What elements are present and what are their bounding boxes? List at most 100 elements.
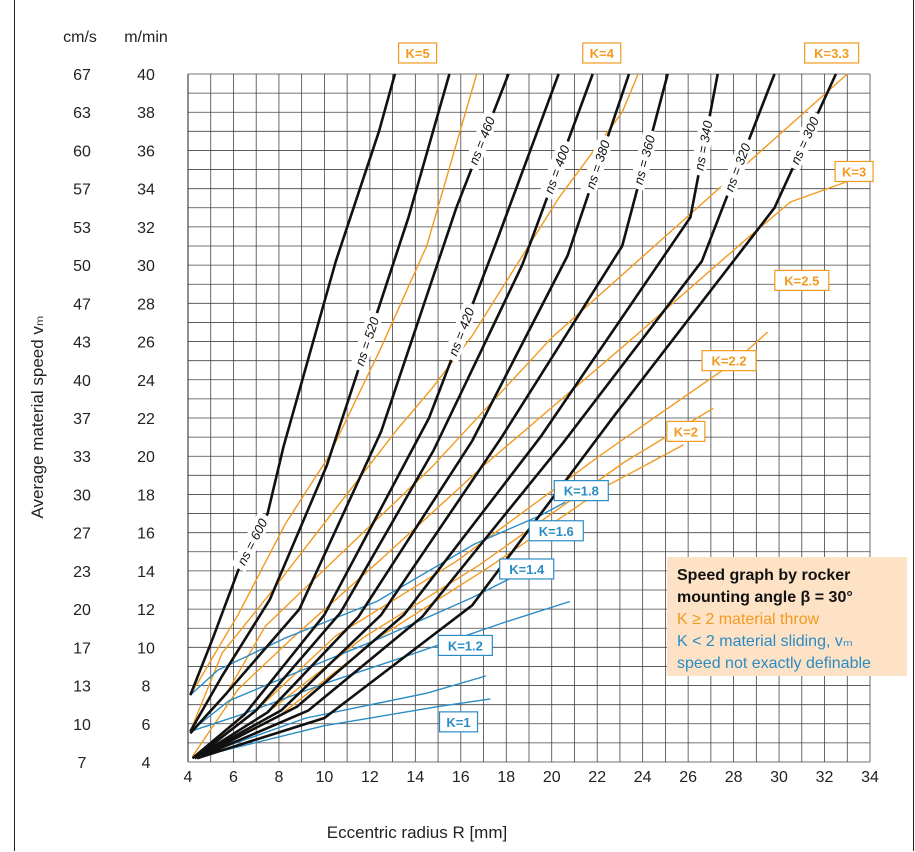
series-line-ns-420 xyxy=(191,73,560,760)
y-axis-label: Average material speed vₘ xyxy=(28,315,47,518)
y-tick-label-mmin: 28 xyxy=(137,296,155,313)
ns-label-bg xyxy=(784,109,825,172)
series-line-ns-340 xyxy=(196,73,719,760)
ns-label-bg xyxy=(689,114,717,177)
y-tick-label-cms: 23 xyxy=(73,564,91,581)
k-label-k-3-3: K=3.3 xyxy=(814,46,849,61)
x-tick-label: 32 xyxy=(816,769,834,786)
k-label-k-2: K=2 xyxy=(674,424,698,439)
series-line-ns-400 xyxy=(194,73,594,760)
y-tick-label-mmin: 38 xyxy=(137,105,155,122)
y-tick-label-cms: 43 xyxy=(73,335,91,352)
k-label-box-k-1-4 xyxy=(499,558,555,580)
k-label-k-2-2: K=2.2 xyxy=(712,354,747,369)
k-label-box-k-1 xyxy=(438,711,479,733)
x-tick-label: 34 xyxy=(861,769,879,786)
x-tick-label: 14 xyxy=(406,769,424,786)
ns-label-ns-600: ns = 600 xyxy=(234,516,271,568)
series-line-ns-600 xyxy=(189,73,397,696)
ns-label-bg xyxy=(538,138,575,201)
k-label-box-k-3 xyxy=(834,160,874,183)
y-tick-label-mmin: 8 xyxy=(142,679,151,696)
y-tick-label-mmin: 30 xyxy=(137,258,155,275)
y-tick-label-cms: 60 xyxy=(73,143,91,160)
series-line-k-1-2 xyxy=(192,675,486,759)
k-label-k-3: K=3 xyxy=(842,164,866,179)
series-line-k-3-3 xyxy=(189,73,848,734)
ns-label-bg xyxy=(442,300,480,363)
k-label-box-k-2-5 xyxy=(774,269,830,291)
ns-label-ns-340: ns = 340 xyxy=(691,119,715,172)
y-tick-label-cms: 17 xyxy=(73,640,91,657)
y-tick-label-mmin: 36 xyxy=(137,143,155,160)
k-label-box-k-5 xyxy=(398,42,438,64)
y-tick-label-mmin: 10 xyxy=(137,640,155,657)
y-tick-label-mmin: 24 xyxy=(137,373,155,390)
series-line-k-3 xyxy=(191,172,871,757)
y-tick-label-cms: 13 xyxy=(73,679,91,696)
k-label-k-1-6: K=1.6 xyxy=(539,524,574,539)
y-tick-label-cms: 27 xyxy=(73,526,91,543)
ns-label-bg xyxy=(231,511,273,573)
series-line-k-1-4 xyxy=(190,600,571,733)
x-tick-label: 6 xyxy=(229,769,238,786)
k-label-k-1-2: K=1.2 xyxy=(448,638,483,653)
y-tick-label-cms: 57 xyxy=(73,182,91,199)
y-tick-label-mmin: 26 xyxy=(137,335,155,352)
k-label-box-k-2-2 xyxy=(701,350,757,372)
ns-curves xyxy=(189,73,838,760)
y-tick-label-cms: 40 xyxy=(73,373,91,390)
y-tick-label-cms: 7 xyxy=(78,755,87,772)
y-tick-label-cms: 47 xyxy=(73,296,91,313)
k-label-k-1: K=1 xyxy=(446,715,470,730)
series-line-ns-380 xyxy=(194,73,631,760)
series-line-ns-360 xyxy=(194,73,669,760)
x-tick-label: 20 xyxy=(543,769,561,786)
info-title-line1: Speed graph by rocker xyxy=(677,567,851,584)
k-label-box-k-1-2 xyxy=(437,634,493,657)
y-unit-mmin: m/min xyxy=(124,29,168,46)
y-tick-label-mmin: 12 xyxy=(137,602,155,619)
x-tick-label: 22 xyxy=(588,769,606,786)
y-tick-label-cms: 37 xyxy=(73,411,91,428)
x-tick-label: 10 xyxy=(316,769,334,786)
y-tick-label-cms: 10 xyxy=(73,717,91,734)
k-label-k-1-8: K=1.8 xyxy=(564,484,599,499)
y-tick-label-cms: 20 xyxy=(73,602,91,619)
x-tick-label: 8 xyxy=(274,769,283,786)
k-label-k-4: K=4 xyxy=(590,46,615,61)
x-tick-label: 12 xyxy=(361,769,379,786)
ns-label-bg xyxy=(628,128,660,191)
x-tick-label: 18 xyxy=(497,769,515,786)
x-tick-label: 24 xyxy=(634,769,652,786)
figure-frame xyxy=(14,0,914,851)
ns-label-bg xyxy=(580,133,615,196)
series-line-k-1 xyxy=(192,698,491,759)
y-tick-label-mmin: 18 xyxy=(137,487,155,504)
y-tick-label-cms: 50 xyxy=(73,258,91,275)
x-tick-label: 26 xyxy=(679,769,697,786)
y-tick-label-mmin: 6 xyxy=(142,717,151,734)
info-title-line2: mounting angle β = 30° xyxy=(677,589,853,606)
ns-label-ns-380: ns = 380 xyxy=(583,138,614,191)
y-tick-label-mmin: 34 xyxy=(137,182,155,199)
ns-label-ns-420: ns = 420 xyxy=(445,305,477,358)
y-tick-label-cms: 63 xyxy=(73,105,91,122)
k-label-k-1-4: K=1.4 xyxy=(509,562,545,577)
y-tick-label-mmin: 40 xyxy=(137,67,155,84)
y-tick-label-mmin: 4 xyxy=(142,755,151,772)
ns-label-bg xyxy=(718,136,756,199)
k-label-box-k-1-8 xyxy=(553,480,609,502)
series-line-ns-320 xyxy=(196,73,776,760)
legend-info-box: Speed graph by rocker mounting angle β =… xyxy=(667,557,907,676)
x-tick-label: 4 xyxy=(184,769,193,786)
y-tick-label-cms: 67 xyxy=(73,67,91,84)
y-tick-label-mmin: 16 xyxy=(137,526,155,543)
info-sliding-text-line1: K < 2 material sliding, vₘ xyxy=(677,633,853,650)
ns-label-bg xyxy=(463,109,500,172)
y-tick-label-mmin: 14 xyxy=(137,564,155,581)
y-tick-label-cms: 53 xyxy=(73,220,91,237)
x-tick-label: 28 xyxy=(725,769,743,786)
k-label-box-k-2 xyxy=(666,420,706,442)
